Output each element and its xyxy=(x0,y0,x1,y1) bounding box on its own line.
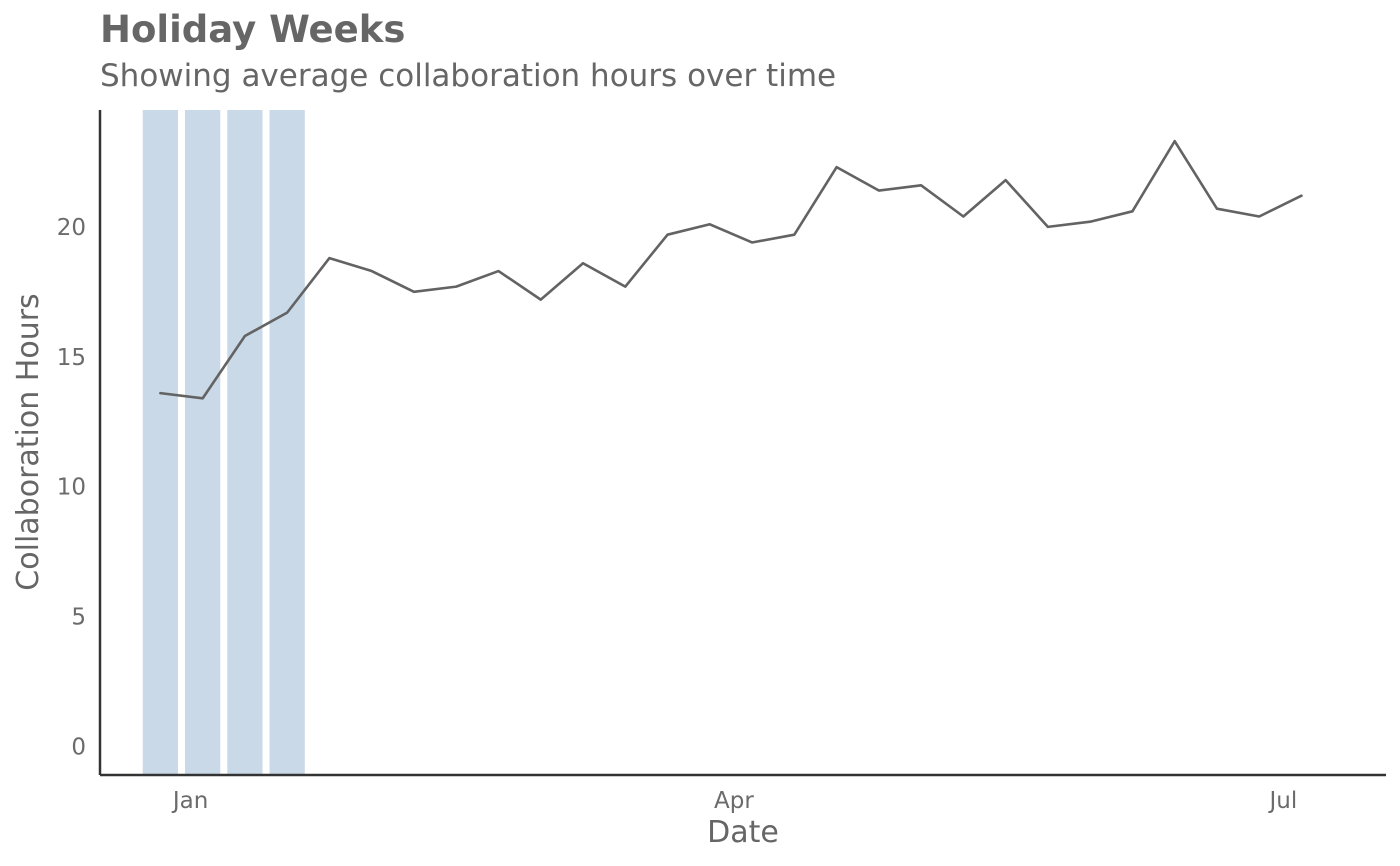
x-tick-label: Jan xyxy=(171,788,208,814)
tick-labels: 0 5 10 15 20 Jan Apr Jul xyxy=(57,215,1298,814)
holiday-week-bands xyxy=(142,110,305,775)
series-layer xyxy=(159,139,1303,400)
holiday-band-2 xyxy=(185,110,221,775)
series-line-1 xyxy=(159,139,1303,400)
holiday-band-3 xyxy=(227,110,263,775)
y-tick-label: 10 xyxy=(57,475,86,501)
axes xyxy=(98,110,1386,777)
y-tick-label: 15 xyxy=(57,345,86,371)
x-tick-label: Apr xyxy=(714,788,754,814)
y-tick-label: 5 xyxy=(71,605,86,631)
x-tick-label: Jul xyxy=(1267,788,1297,814)
y-axis-title: Collaboration Hours xyxy=(11,293,46,590)
y-tick-label: 0 xyxy=(71,734,86,760)
holiday-band-1 xyxy=(142,110,178,775)
chart-title: Holiday Weeks xyxy=(100,8,406,51)
x-axis-title: Date xyxy=(707,815,779,850)
y-tick-label: 20 xyxy=(57,215,86,241)
chart-subtitle: Showing average collaboration hours over… xyxy=(100,58,837,94)
holiday-band-4 xyxy=(269,110,305,775)
